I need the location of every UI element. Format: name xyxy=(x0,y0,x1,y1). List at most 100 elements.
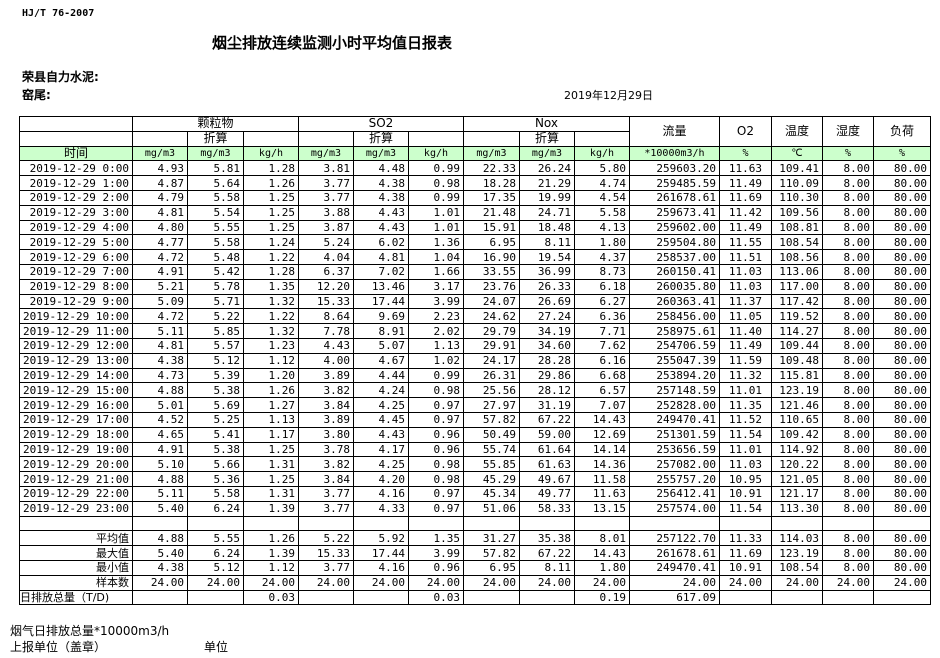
value-cell: 2.02 xyxy=(407,323,464,339)
header-humidity: 湿度 xyxy=(821,116,874,147)
value-cell: 249470.41 xyxy=(628,559,720,576)
value-cell: 27.24 xyxy=(518,308,575,325)
value-cell: 0.96 xyxy=(407,441,464,458)
table-row: 2019-12-29 13:00 4.38 5.12 1.12 4.00 4.67 1.02… xyxy=(19,352,931,369)
value-cell: 0.97 xyxy=(407,411,464,428)
flue-gas-total-label: 烟气日排放总量*10000m3/h xyxy=(10,624,170,638)
value-cell: 6.16 xyxy=(573,352,630,369)
value-cell: 6.68 xyxy=(573,367,630,384)
value-cell: 3.77 xyxy=(297,189,354,206)
value-cell xyxy=(352,589,409,606)
table-row: 2019-12-29 14:00 4.73 5.39 1.20 3.89 4.44 0.99… xyxy=(19,367,931,384)
value-cell: 2.23 xyxy=(407,308,464,325)
value-cell: 4.81 xyxy=(131,337,188,354)
summary-label: 平均值 xyxy=(19,530,133,547)
value-cell: 80.00 xyxy=(872,278,931,295)
value-cell: 114.27 xyxy=(770,323,823,339)
value-cell: 1.25 xyxy=(242,189,299,206)
value-cell: 16.90 xyxy=(462,249,520,265)
value-cell xyxy=(770,589,823,606)
value-cell: 109.56 xyxy=(770,204,823,221)
value-cell: 0.99 xyxy=(407,367,464,384)
value-cell: 21.29 xyxy=(518,175,575,191)
header-row-groups: 颗粒物 SO2 Nox 流量 O2 温度 湿度 负荷 xyxy=(19,116,931,147)
value-cell: 24.00 xyxy=(718,574,772,591)
unit-cell: mg/m3 xyxy=(518,145,575,162)
value-cell: 19.54 xyxy=(518,249,575,265)
value-cell: 11.32 xyxy=(718,367,772,384)
value-cell: 29.91 xyxy=(462,337,520,354)
value-cell: 9.69 xyxy=(352,308,409,325)
value-cell: 11.35 xyxy=(718,397,772,413)
value-cell: 80.00 xyxy=(872,456,931,473)
value-cell: 80.00 xyxy=(872,485,931,502)
value-cell: 5.11 xyxy=(131,485,188,502)
kiln-label: 窑尾: xyxy=(22,88,51,102)
value-cell: 115.81 xyxy=(770,367,823,384)
table-row: 2019-12-29 9:00 5.09 5.71 1.32 15.33 17.44 3.9… xyxy=(19,293,931,310)
header-o2: O2 xyxy=(718,116,772,147)
table-row: 2019-12-29 21:00 4.88 5.36 1.25 3.84 4.20 0.98… xyxy=(19,471,931,487)
value-cell: 8.00 xyxy=(821,263,874,280)
value-cell: 13.46 xyxy=(352,278,409,295)
value-cell: 14.43 xyxy=(573,411,630,428)
value-cell: 8.00 xyxy=(821,175,874,191)
value-cell: 24.17 xyxy=(462,352,520,369)
value-cell: 3.82 xyxy=(297,456,354,473)
unit-cell: mg/m3 xyxy=(352,145,409,162)
blank-cell xyxy=(407,515,464,532)
value-cell: 5.58 xyxy=(186,189,244,206)
value-cell: 11.55 xyxy=(718,234,772,251)
value-cell: 257148.59 xyxy=(628,382,720,399)
value-cell: 8.00 xyxy=(821,323,874,339)
value-cell: 5.92 xyxy=(352,530,409,547)
value-cell: 5.57 xyxy=(186,337,244,354)
value-cell: 120.22 xyxy=(770,456,823,473)
value-cell: 0.97 xyxy=(407,397,464,413)
value-cell: 24.00 xyxy=(872,574,931,591)
value-cell: 4.91 xyxy=(131,441,188,458)
value-cell: 24.71 xyxy=(518,204,575,221)
value-cell: 257574.00 xyxy=(628,500,720,517)
value-cell: 119.52 xyxy=(770,308,823,325)
time-cell: 2019-12-29 2:00 xyxy=(19,189,133,206)
table-row: 2019-12-29 17:00 4.52 5.25 1.13 3.89 4.45 0.97… xyxy=(19,411,931,428)
blank-cell xyxy=(573,130,630,147)
value-cell: 8.64 xyxy=(297,308,354,325)
table-row: 2019-12-29 19:00 4.91 5.38 1.25 3.78 4.17 0.96… xyxy=(19,441,931,458)
blank-cell xyxy=(131,130,188,147)
value-cell: 1.01 xyxy=(407,219,464,236)
value-cell: 255757.20 xyxy=(628,471,720,487)
summary-row: 平均值 4.88 5.55 1.26 5.22 5.92 1.35 31.27 35.38 8.0… xyxy=(19,530,931,547)
value-cell: 8.00 xyxy=(821,278,874,295)
value-cell: 80.00 xyxy=(872,308,931,325)
value-cell xyxy=(297,589,354,606)
value-cell: 12.20 xyxy=(297,278,354,295)
value-cell: 36.99 xyxy=(518,263,575,280)
unit-cell: mg/m3 xyxy=(462,145,520,162)
value-cell: 259485.59 xyxy=(628,175,720,191)
blank-cell xyxy=(518,515,575,532)
value-cell: 5.58 xyxy=(186,485,244,502)
value-cell: 1.01 xyxy=(407,204,464,221)
value-cell: 33.55 xyxy=(462,263,520,280)
value-cell: 1.31 xyxy=(242,456,299,473)
value-cell: 109.48 xyxy=(770,352,823,369)
time-cell: 2019-12-29 19:00 xyxy=(19,441,133,458)
value-cell: 14.36 xyxy=(573,456,630,473)
value-cell: 4.13 xyxy=(573,219,630,236)
value-cell: 80.00 xyxy=(872,249,931,265)
value-cell: 123.19 xyxy=(770,545,823,561)
value-cell: 4.88 xyxy=(131,471,188,487)
value-cell: 6.36 xyxy=(573,308,630,325)
value-cell: 5.09 xyxy=(131,293,188,310)
value-cell: 5.12 xyxy=(186,352,244,369)
value-cell xyxy=(186,589,244,606)
unit-cell: ℃ xyxy=(770,145,823,162)
value-cell: 249470.41 xyxy=(628,411,720,428)
value-cell: 24.62 xyxy=(462,308,520,325)
value-cell: 4.17 xyxy=(352,441,409,458)
value-cell: 35.38 xyxy=(518,530,575,547)
value-cell: 4.54 xyxy=(573,189,630,206)
value-cell: 31.27 xyxy=(462,530,520,547)
